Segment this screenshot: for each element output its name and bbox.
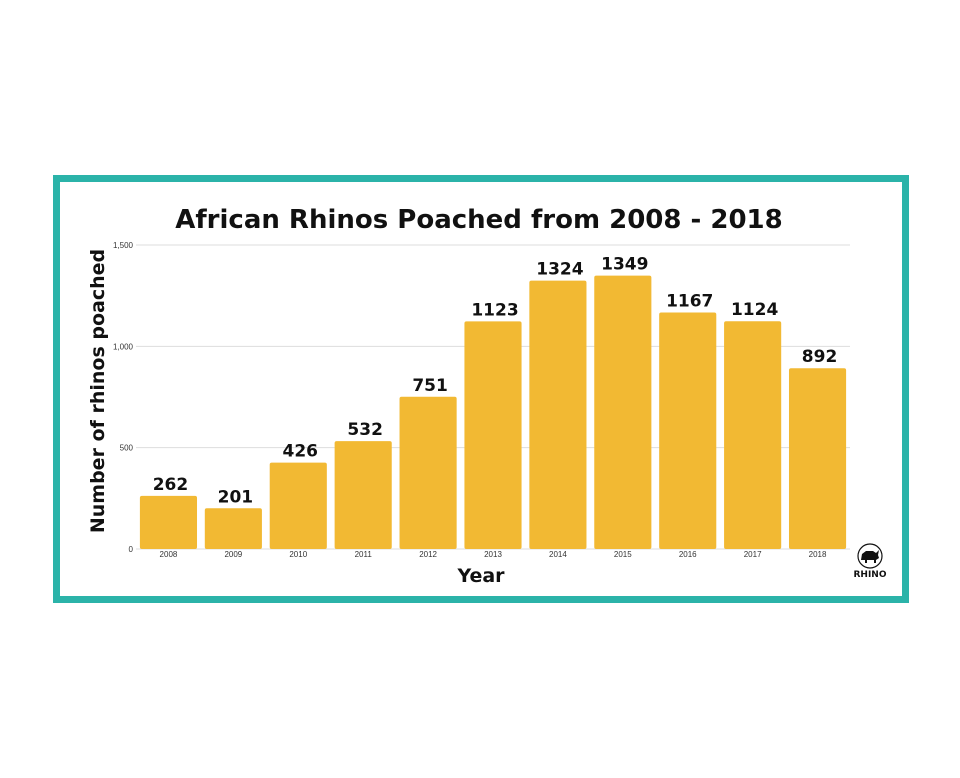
data-label-2015: 1349 [601, 255, 648, 275]
rhino-icon [861, 550, 879, 563]
y-tick-label: 500 [120, 444, 134, 453]
bar-2010 [269, 462, 327, 549]
bar-2014 [529, 280, 587, 549]
data-label-2017: 1124 [731, 300, 778, 320]
x-tick-label: 2016 [679, 550, 697, 559]
y-axis-title: Number of rhinos poached [87, 249, 109, 533]
y-axis-ticks: 0 500 1,000 1,500 [113, 241, 134, 554]
x-tick-label: 2008 [160, 550, 178, 559]
x-tick-label: 2009 [224, 550, 242, 559]
x-tick-label: 2014 [549, 550, 567, 559]
bar-2018 [788, 368, 847, 549]
bar-2013 [464, 321, 522, 549]
bar-2015 [594, 275, 652, 549]
bar-2016 [659, 312, 717, 549]
x-tick-label: 2012 [419, 550, 437, 559]
bar-2011 [334, 441, 392, 549]
data-label-2010: 426 [283, 442, 319, 462]
x-tick-label: 2015 [614, 550, 632, 559]
data-label-2012: 751 [412, 376, 448, 396]
data-label-2018: 892 [802, 347, 838, 367]
data-label-2009: 201 [218, 487, 254, 507]
bar-2008 [139, 495, 198, 549]
y-tick-label: 1,500 [113, 241, 134, 250]
y-tick-label: 0 [129, 545, 134, 554]
data-labels: 262 201 426 532 751 1123 1324 1349 1167 1124 892 [153, 255, 838, 508]
x-axis-ticks: 2008 2009 2010 2011 2012 2013 2014 2015 2016 2017… [160, 550, 827, 559]
y-tick-label: 1,000 [113, 342, 134, 351]
x-tick-label: 2011 [355, 550, 373, 559]
data-label-2014: 1324 [536, 260, 583, 280]
chart-title: African Rhinos Poached from 2008 - 2018 [175, 205, 782, 235]
data-label-2016: 1167 [666, 291, 713, 311]
logo-ring [857, 543, 883, 569]
bar-2017 [724, 321, 782, 549]
x-tick-label: 2013 [484, 550, 502, 559]
bars [139, 275, 847, 549]
x-tick-label: 2017 [744, 550, 762, 559]
x-axis-title: Year [456, 565, 505, 587]
logo-text: RHINO [854, 570, 887, 580]
bar-2009 [204, 508, 262, 549]
x-tick-label: 2010 [289, 550, 307, 559]
bar-2012 [399, 396, 457, 549]
data-label-2013: 1123 [471, 300, 518, 320]
rhino-logo: RHINO [854, 543, 887, 580]
x-tick-label: 2018 [809, 550, 827, 559]
data-label-2008: 262 [153, 475, 189, 495]
data-label-2011: 532 [347, 420, 383, 440]
